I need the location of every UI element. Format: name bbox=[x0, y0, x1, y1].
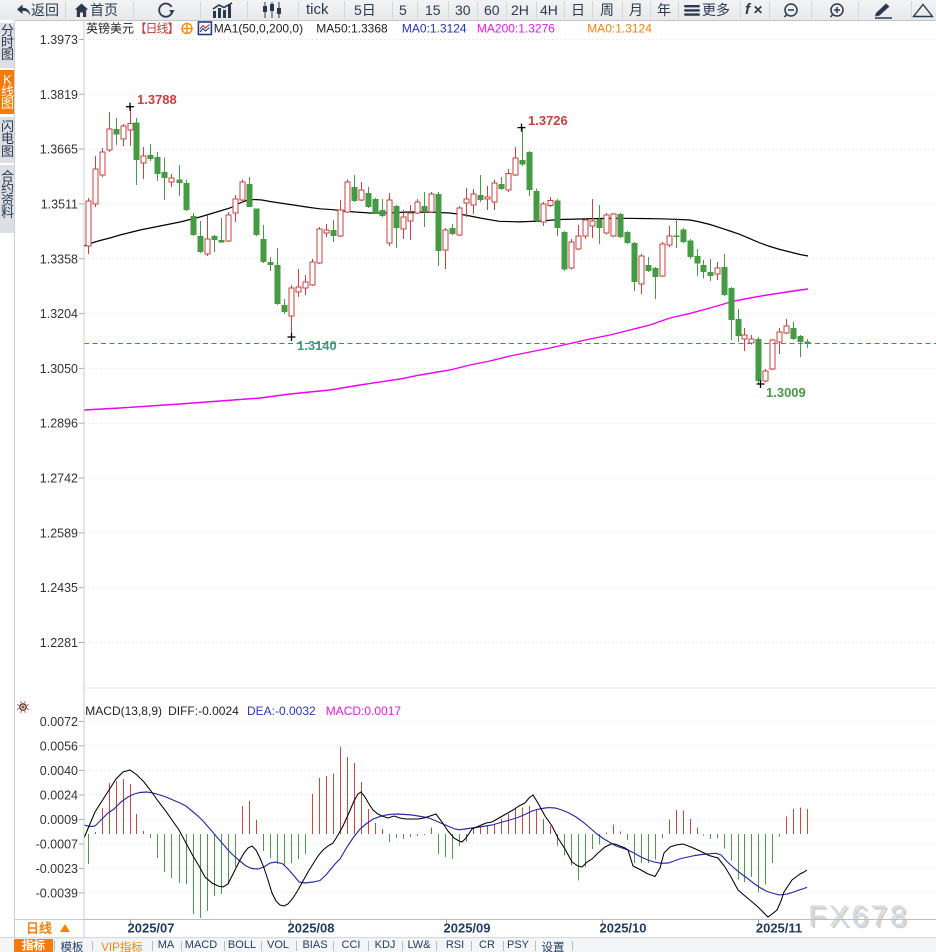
svg-text:1.2589: 1.2589 bbox=[40, 526, 78, 540]
svg-text:1.3358: 1.3358 bbox=[40, 252, 78, 266]
svg-text:1.3788: 1.3788 bbox=[137, 92, 177, 107]
svg-text:MA1(50,0,200,0): MA1(50,0,200,0) bbox=[214, 22, 303, 36]
svg-text:MACD:0.0017: MACD:0.0017 bbox=[326, 704, 402, 718]
svg-text:DIFF:-0.0024: DIFF:-0.0024 bbox=[168, 704, 239, 718]
svg-text:2025/07: 2025/07 bbox=[128, 921, 175, 936]
svg-text:英镑美元: 英镑美元 bbox=[86, 21, 134, 36]
svg-text:0.0009: 0.0009 bbox=[40, 813, 78, 827]
svg-text:2025/09: 2025/09 bbox=[444, 921, 491, 936]
svg-text:-0.0039: -0.0039 bbox=[36, 886, 78, 900]
svg-text:1.3140: 1.3140 bbox=[297, 338, 337, 353]
svg-text:0.0056: 0.0056 bbox=[40, 739, 78, 753]
svg-text:FX678: FX678 bbox=[808, 900, 909, 933]
svg-text:1.2896: 1.2896 bbox=[40, 417, 78, 431]
svg-text:0.0040: 0.0040 bbox=[40, 764, 78, 778]
svg-text:0.0072: 0.0072 bbox=[40, 715, 78, 729]
svg-text:0.0024: 0.0024 bbox=[40, 788, 78, 802]
svg-text:1.3819: 1.3819 bbox=[40, 88, 78, 102]
svg-text:日线: 日线 bbox=[26, 921, 52, 936]
svg-text:MA200:1.3276: MA200:1.3276 bbox=[477, 22, 555, 36]
svg-text:2025/11: 2025/11 bbox=[756, 921, 802, 936]
svg-text:1.2742: 1.2742 bbox=[40, 472, 78, 486]
svg-text:1.2281: 1.2281 bbox=[40, 636, 78, 650]
svg-text:DEA:-0.0032: DEA:-0.0032 bbox=[247, 704, 316, 718]
svg-text:1.3009: 1.3009 bbox=[766, 385, 806, 400]
svg-text:MA50:1.3368: MA50:1.3368 bbox=[316, 22, 388, 36]
svg-text:MA0:1.3124: MA0:1.3124 bbox=[402, 22, 467, 36]
svg-text:1.3726: 1.3726 bbox=[528, 113, 568, 128]
svg-text:1.3973: 1.3973 bbox=[40, 33, 78, 47]
svg-text:2025/10: 2025/10 bbox=[600, 921, 647, 936]
svg-text:1.2435: 1.2435 bbox=[40, 581, 78, 595]
svg-text:FX678: FX678 bbox=[810, 902, 911, 935]
svg-text:1.3511: 1.3511 bbox=[41, 197, 78, 211]
svg-text:2025/08: 2025/08 bbox=[288, 921, 335, 936]
svg-text:-0.0023: -0.0023 bbox=[36, 862, 78, 876]
svg-text:1.3204: 1.3204 bbox=[40, 307, 78, 321]
svg-text:MACD(13,8,9): MACD(13,8,9) bbox=[85, 704, 162, 718]
svg-text:1.3665: 1.3665 bbox=[40, 143, 78, 157]
svg-text:1.3050: 1.3050 bbox=[40, 362, 78, 376]
svg-text:MA0:1.3124: MA0:1.3124 bbox=[587, 22, 652, 36]
svg-text:【日线】: 【日线】 bbox=[135, 22, 179, 36]
svg-text:-0.0007: -0.0007 bbox=[36, 837, 78, 851]
